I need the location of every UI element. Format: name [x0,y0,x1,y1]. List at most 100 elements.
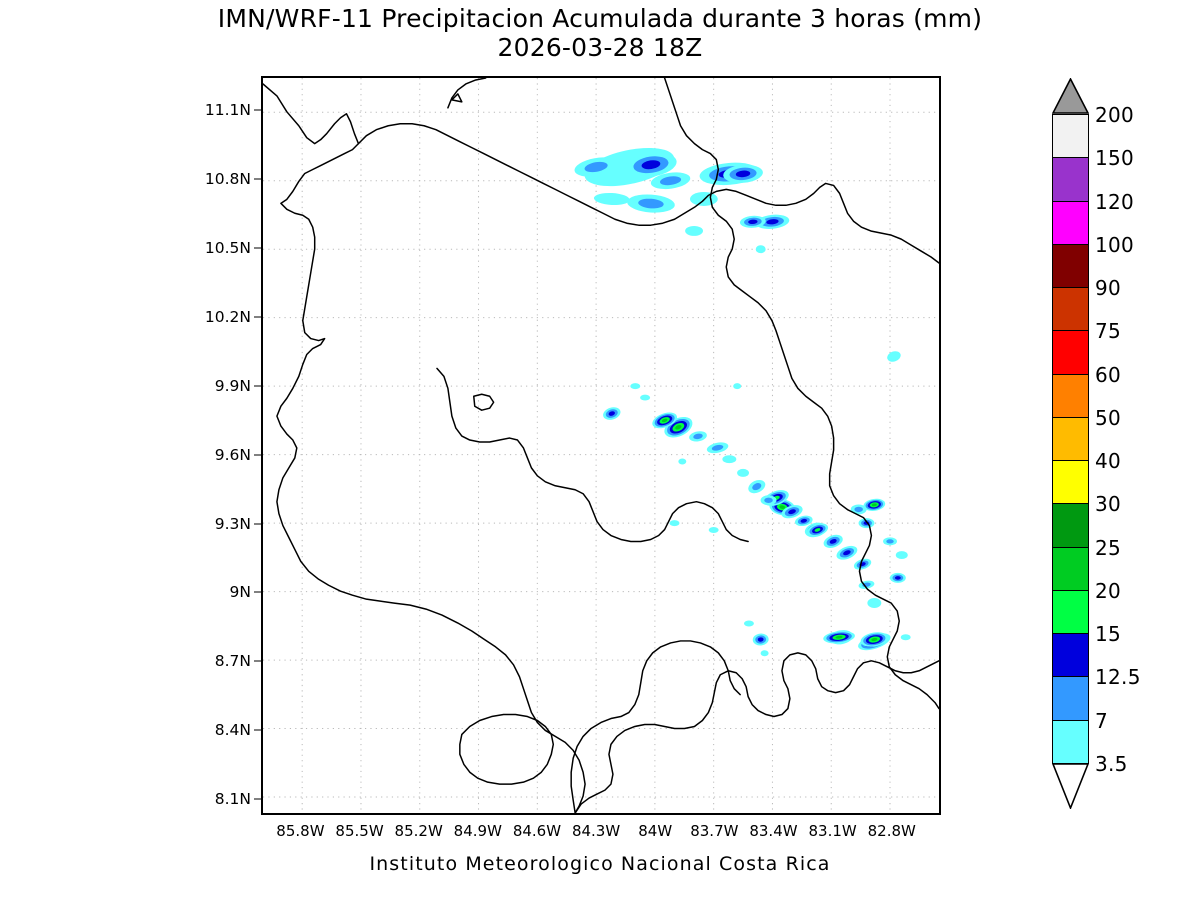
x-axis-tick-label: 84W [638,822,673,840]
y-axis-tick-label: 9N [229,583,251,602]
colorbar-tick-label: 25 [1095,535,1122,560]
colorbar: 200 150 120 100 90 75 60 50 40 30 25 20 15 12.5 7 3.5 [1051,77,1140,811]
precip-contour [733,383,742,390]
colorbar-band [1052,719,1089,765]
y-axis-tick-mark [254,591,261,593]
y-axis-tick-label: 8.1N [214,789,251,808]
x-axis-tick-label: 84.9W [453,822,502,840]
precip-contour [764,497,773,503]
colorbar-band [1052,416,1089,462]
precip-contour [711,444,724,451]
colorbar-band [1052,287,1089,332]
y-axis-tick-label: 10.5N [204,239,251,258]
y-axis-tick-mark [254,454,261,456]
y-axis-tick-mark [254,798,261,800]
y-axis-tick-label: 9.9N [214,376,251,395]
precip-contour [708,526,719,533]
colorbar-band [1052,373,1089,419]
precip-contour [843,550,851,556]
colorbar-tick-label: 15 [1095,622,1122,647]
colorbar-band [1052,200,1089,246]
y-axis-tick-mark [254,523,261,525]
precip-contour [886,539,894,544]
colorbar-under-range-arrow [1051,763,1090,811]
colorbar-tick-label: 20 [1095,578,1122,603]
colorbar-band [1052,676,1089,722]
y-axis-tick-mark [254,729,261,731]
precip-contour [779,505,786,509]
precip-contour [752,483,762,491]
x-axis-tick-label: 82.8W [867,822,916,840]
precip-contour [722,455,737,464]
colorbar-band [1052,546,1089,592]
colorbar-tick-label: 75 [1095,319,1122,344]
colorbar-tick-label: 40 [1095,449,1122,474]
precip-contour [640,394,651,401]
precip-contour [867,598,882,608]
precip-contour [871,503,877,507]
y-axis-tick-mark [254,109,261,111]
y-axis-tick-label: 9.3N [214,514,251,533]
x-axis-tick-label: 85.2W [394,822,443,840]
precip-contour [887,351,901,362]
y-axis-tick-label: 11.1N [204,101,251,120]
colorbar-band [1052,330,1089,375]
colorbar-tick-label: 90 [1095,276,1122,301]
x-axis-tick-label: 84.6W [512,822,562,840]
colorbar-tick-label: 3.5 [1095,752,1128,776]
colorbar-tick-label: 200 [1095,103,1135,127]
y-axis-tick-label: 10.2N [204,307,251,326]
footer-attribution: Instituto Meteorologico Nacional Costa R… [369,853,831,875]
colorbar-band [1052,589,1089,635]
coastlines [263,78,939,813]
precip-contour [737,468,750,477]
precip-contour [757,637,764,642]
colorbar-tick-label: 30 [1095,492,1122,517]
title-line-2: 2026-03-28 18Z [497,33,703,62]
precip-contour [760,650,769,657]
x-axis-tick-label: 84.3W [571,822,621,840]
y-axis-tick-label: 9.6N [214,445,251,464]
map-plot-area [261,76,941,815]
precip-contour [641,160,661,170]
colorbar-over-range-arrow [1051,77,1090,114]
colorbar-tick-label: 12.5 [1095,665,1141,690]
colorbar-tick-label: 150 [1095,146,1135,171]
colorbar-band [1052,114,1089,159]
precip-contour [660,176,682,186]
precip-contour [743,620,754,627]
colorbar-band [1052,157,1089,202]
precip-contour [755,245,766,254]
colorbar-tick-label: 100 [1095,232,1135,257]
precip-contour [661,418,668,423]
colorbar-tick-label: 7 [1095,708,1109,733]
precip-contour [871,637,878,642]
y-axis-tick-label: 10.8N [204,170,251,189]
y-axis-tick-mark [254,385,261,387]
precip-contour [829,538,837,544]
colorbar-band [1052,243,1089,289]
precip-contour [685,225,704,236]
colorbar-tick-label: 120 [1095,189,1135,214]
precip-contour [854,506,863,513]
precip-contour [894,576,901,580]
colorbar-band [1052,460,1089,505]
precip-contour [814,528,821,532]
title-line-1: IMN/WRF-11 Precipitacion Acumulada duran… [217,4,983,33]
y-axis-tick-label: 8.4N [214,721,251,740]
precip-contour [693,433,703,440]
precip-contour [593,192,630,206]
x-axis-tick-label: 83.1W [808,822,857,840]
precip-contour [895,551,908,560]
precip-contour [669,520,680,527]
colorbar-band [1052,633,1089,678]
gridlines [263,78,939,813]
map-canvas [263,78,939,813]
precip-contour [584,161,608,173]
y-axis-tick-mark [254,316,261,318]
x-axis-tick-label: 85.8W [276,822,325,840]
y-axis-tick-label: 8.7N [214,652,251,671]
precipitation-field [574,147,911,657]
precip-contour [835,635,843,639]
colorbar-tick-label: 50 [1095,405,1122,430]
